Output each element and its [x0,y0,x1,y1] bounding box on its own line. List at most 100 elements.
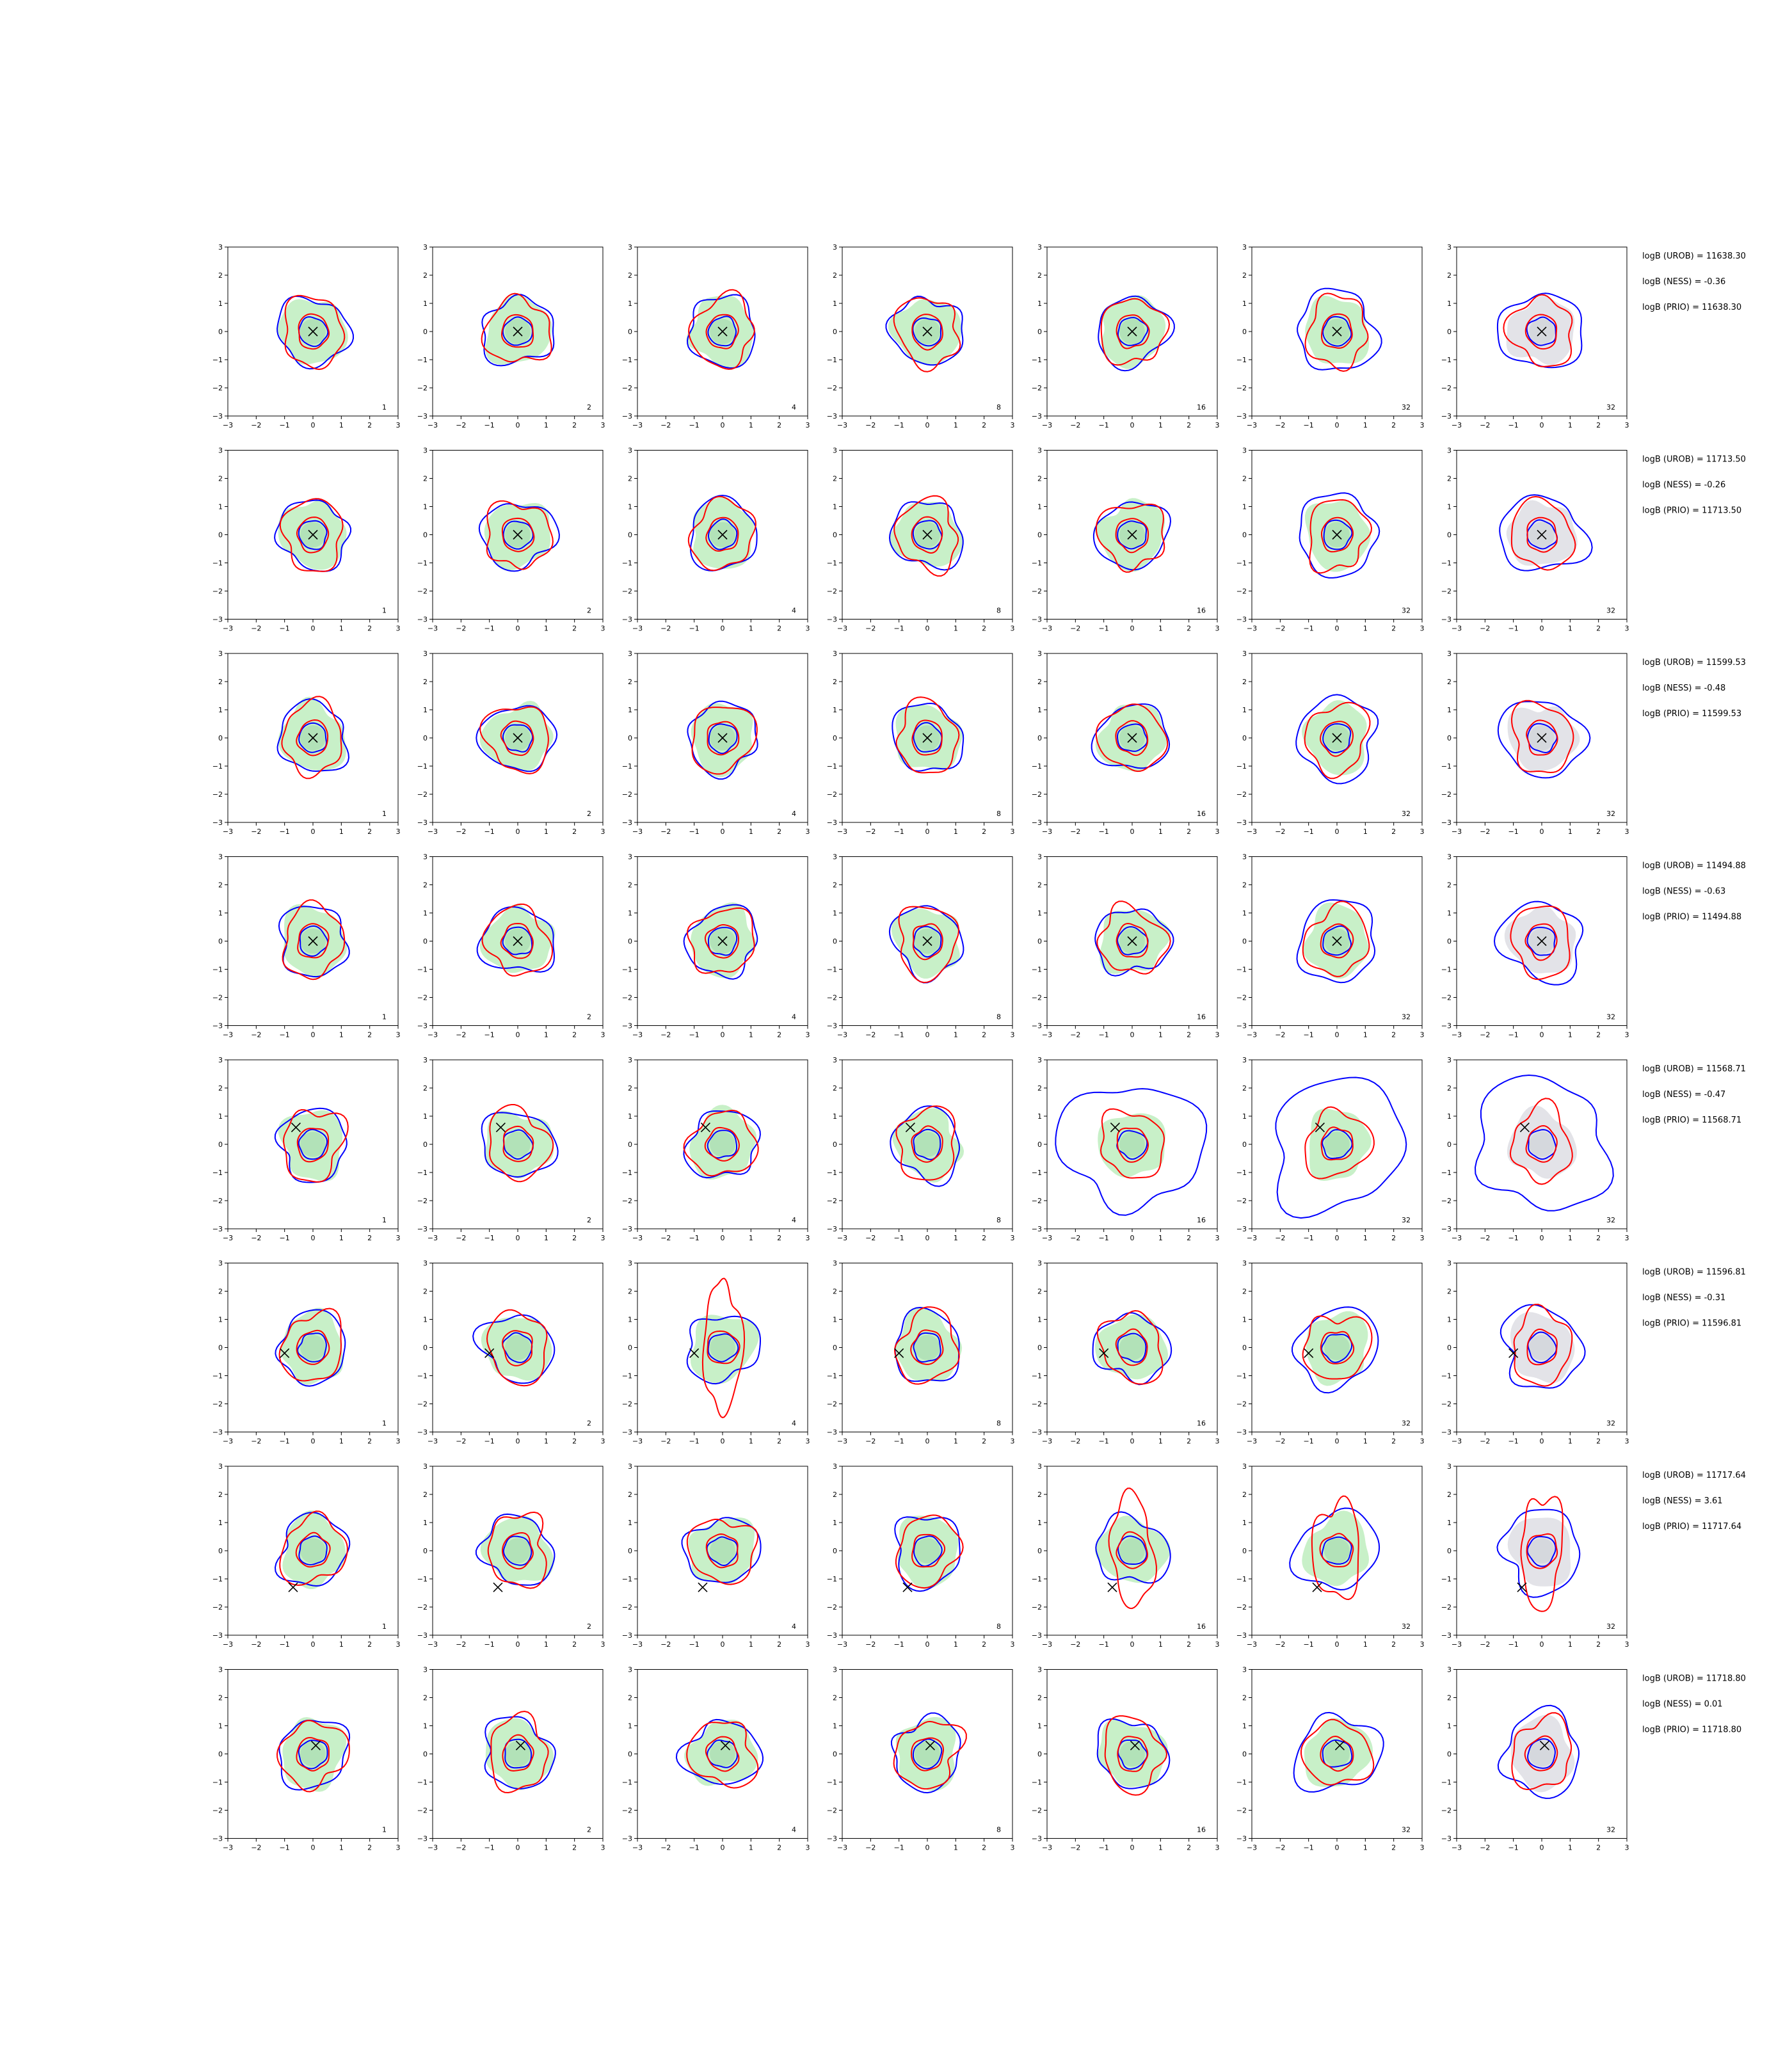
subplot-r1-c2: −3−3 −2 −2 −1 −1 0 0 1 1 2 2 3 3 2 [417,243,605,429]
y-tick-label: 2 [423,1491,428,1499]
subplot-r3-c2: −3−3 −2 −2 −1 −1 0 0 1 1 2 2 3 3 2 [417,650,605,836]
y-tick-label: −2 [827,1807,837,1815]
y-tick-label: −1 [1032,762,1042,771]
inner-outer-contour [1309,499,1373,574]
y-tick-label: 0 [628,1344,632,1352]
subplot-r3-c1: −3−3 −2 −2 −1 −1 0 0 1 1 2 2 3 3 1 [212,650,401,836]
x-tick-label: 3 [1625,1640,1629,1649]
y-tick-label: 3 [1242,447,1247,455]
x-tick-label: −1 [1304,1031,1314,1039]
x-tick-label: 0 [925,1640,930,1649]
marker-x [1099,1348,1109,1358]
x-tick-label: 0 [1540,1031,1544,1039]
x-tick-label: 0 [721,1234,725,1242]
x-tick-label: 0 [1130,1234,1135,1242]
y-tick-label: 3 [423,447,428,455]
y-tick-label: −2 [622,994,632,1002]
x-tick-label: 3 [806,1640,810,1649]
marker-x [308,733,318,743]
y-tick-label: −1 [1032,1372,1042,1380]
marker-x [1332,936,1342,947]
inner-core-contour [910,1329,944,1365]
marker-x [291,1123,301,1133]
x-tick-label: 1 [749,1031,753,1039]
x-tick-label: 1 [1568,421,1572,429]
y-tick-label: −2 [1441,1197,1452,1205]
x-tick-label: −1 [484,1234,495,1242]
y-tick-label: −2 [1236,384,1247,392]
x-tick-label: 0 [1130,625,1135,633]
subplot-r4-c1: −3−3 −2 −2 −1 −1 0 0 1 1 2 2 3 3 1 [212,853,401,1039]
x-tick-label: 1 [1568,828,1572,836]
x-tick-label: −2 [1480,1437,1490,1446]
y-tick-label: 1 [423,909,428,918]
y-tick-label: −2 [212,384,223,392]
density-core [915,1741,940,1767]
inner-outer-contour [1311,1495,1359,1601]
y-tick-label: 2 [218,881,223,890]
y-tick-label: −3 [1032,1631,1042,1640]
inner-outer-contour [1095,503,1165,573]
y-tick-label: 0 [833,1547,837,1555]
outer-contour [481,294,555,367]
outer-contour [275,1309,346,1387]
x-tick-label: 1 [1363,828,1368,836]
x-tick-label: −3 [428,1234,438,1242]
y-tick-label: 3 [1447,650,1452,658]
x-tick-label: −2 [251,1437,261,1446]
x-tick-label: 0 [1130,828,1135,836]
outer-contour [472,1314,556,1384]
inner-core-contour [501,517,535,552]
y-tick-label: 2 [218,1491,223,1499]
marker-x [894,1348,904,1358]
y-tick-label: −3 [622,1428,632,1437]
inner-core-contour [296,1128,330,1163]
y-tick-label: 3 [423,1056,428,1064]
x-tick-label: 2 [1596,1234,1601,1242]
x-tick-label: 1 [954,1844,958,1852]
corner-label: 4 [792,607,796,615]
inner-outer-contour [1513,1304,1573,1387]
y-tick-label: −2 [1441,588,1452,596]
y-tick-label: −1 [1236,762,1247,771]
corner-label: 2 [587,1622,591,1631]
x-tick-label: 0 [721,1640,725,1649]
corner-label: 1 [382,810,387,818]
x-tick-label: −2 [865,625,876,633]
inner-outer-contour [893,1306,960,1385]
y-tick-label: 0 [423,734,428,742]
x-tick-label: −3 [223,421,233,429]
inner-outer-contour [691,707,758,775]
x-tick-label: −1 [484,625,495,633]
marker-x [308,326,318,337]
outer-contour [687,700,758,780]
x-tick-label: −1 [1508,1844,1519,1852]
y-tick-label: 2 [218,1694,223,1702]
x-tick-label: 2 [572,625,577,633]
x-tick-label: −3 [428,421,438,429]
y-tick-label: 3 [1037,1056,1042,1064]
x-tick-label: −1 [689,625,700,633]
x-tick-label: −2 [251,1031,261,1039]
y-tick-label: 1 [628,1112,632,1121]
subplot-r5-c6: −3−3 −2 −2 −1 −1 0 0 1 1 2 2 3 3 32 [1236,1056,1425,1242]
y-tick-label: 2 [1242,1491,1247,1499]
y-tick-label: 0 [423,1547,428,1555]
y-tick-label: −3 [827,819,837,827]
y-tick-label: 0 [1447,1750,1452,1759]
x-tick-label: 0 [1335,1640,1340,1649]
y-tick-label: −2 [1441,1807,1452,1815]
y-tick-label: 3 [1447,1462,1452,1471]
y-tick-label: −3 [1236,819,1247,827]
marker-x [720,1740,730,1750]
outer-contour [276,295,355,370]
y-tick-label: 0 [218,1547,223,1555]
y-tick-label: 0 [1242,1547,1247,1555]
x-tick-label: 3 [1625,1844,1629,1852]
x-tick-label: 2 [777,421,781,429]
x-tick-label: −3 [632,421,643,429]
inner-outer-contour [1302,900,1370,977]
y-tick-label: −2 [212,1400,223,1409]
outer-inner-contour [299,925,329,957]
inner-core-contour [1115,720,1149,756]
